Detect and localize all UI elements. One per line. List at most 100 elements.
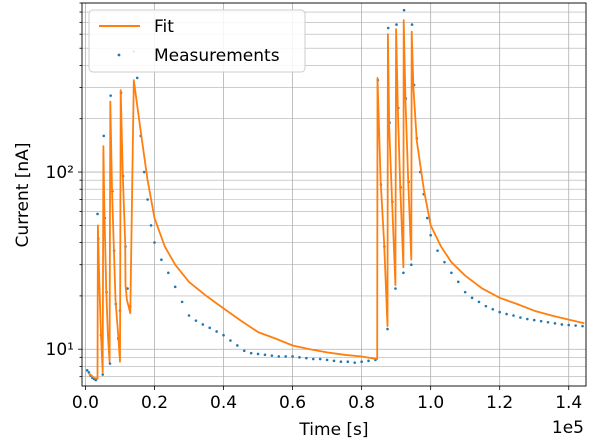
measurement-point	[256, 352, 260, 356]
measurement-point	[532, 318, 536, 322]
measurement-point	[108, 362, 112, 365]
measurement-point	[85, 369, 89, 372]
measurement-point	[325, 358, 329, 362]
measurement-point	[135, 76, 139, 80]
x-tick-label: 0.4	[210, 393, 237, 413]
measurement-point	[208, 326, 212, 330]
measurement-point	[443, 260, 446, 264]
measurement-point	[526, 317, 529, 321]
x-tick-label: 1.0	[417, 393, 444, 413]
y-tick-label: 10¹	[46, 340, 74, 360]
measurement-point	[402, 8, 406, 12]
x-axis-offset-label: 1e5	[552, 418, 584, 438]
x-tick-label: 0.8	[348, 393, 375, 413]
measurement-point	[553, 322, 557, 325]
x-axis: 0.0 0.2 0.4 0.6 0.8 1.0 1.2 1.4	[72, 386, 582, 413]
measurement-point	[142, 170, 146, 174]
measurement-point	[410, 263, 413, 266]
measurement-point	[173, 285, 177, 289]
measurement-point	[512, 314, 515, 317]
measurement-point	[402, 271, 405, 275]
measurement-point	[291, 355, 294, 358]
measurement-point	[498, 310, 501, 314]
measurement-point	[470, 296, 474, 300]
x-axis-label: Time [s]	[298, 420, 368, 440]
plot-area	[85, 8, 585, 382]
measurement-point	[96, 212, 99, 216]
measurement-point	[367, 359, 370, 363]
measurement-point	[153, 241, 156, 244]
measurement-point	[484, 304, 488, 308]
measurement-point	[360, 360, 363, 364]
legend: Fit Measurements	[88, 9, 306, 73]
measurement-point	[539, 319, 543, 323]
measurement-point	[242, 349, 246, 353]
measurement-point	[277, 355, 281, 358]
measurement-point	[249, 351, 253, 355]
measurement-point	[146, 198, 149, 201]
measurement-point	[270, 354, 274, 357]
measurement-point	[222, 333, 225, 337]
measurement-point	[353, 361, 357, 364]
measurement-point	[160, 258, 163, 262]
y-axis-label: Current [nA]	[13, 143, 33, 248]
measurement-point	[236, 344, 239, 347]
measurement-point	[505, 312, 508, 316]
x-tick-label: 1.4	[555, 393, 582, 413]
measurement-point	[574, 324, 577, 327]
measurement-point	[305, 356, 308, 360]
measurement-point	[581, 324, 584, 328]
measurement-point	[386, 26, 390, 30]
measurement-point	[450, 271, 453, 275]
measurement-point	[263, 353, 267, 357]
plot-frame	[81, 2, 587, 387]
legend-measurements-swatch	[117, 53, 121, 57]
measurement-point	[429, 233, 432, 237]
measurement-point	[311, 357, 315, 361]
measurement-point	[109, 94, 112, 97]
measurement-point	[456, 280, 460, 284]
measurement-point	[395, 23, 398, 26]
y-axis: 10¹ 10²	[46, 2, 82, 378]
measurement-point	[215, 330, 218, 333]
measurement-point	[436, 249, 439, 252]
measurement-point	[194, 319, 198, 322]
measurement-point	[477, 300, 481, 304]
measurement-point	[463, 290, 467, 294]
measurement-point	[394, 287, 397, 290]
measurement-point	[102, 134, 106, 138]
x-tick-label: 1.2	[486, 393, 513, 413]
x-tick-label: 0.2	[141, 393, 168, 413]
measurement-point	[318, 357, 322, 361]
measurement-point	[386, 327, 389, 331]
measurement-point	[167, 271, 170, 275]
measurement-point	[546, 320, 550, 324]
legend-box	[88, 9, 306, 73]
measurement-point	[519, 316, 522, 319]
measurement-point	[298, 356, 301, 359]
measurement-point	[425, 216, 429, 220]
x-tick-label: 0.0	[72, 393, 99, 413]
measurement-point	[201, 323, 205, 326]
measurement-point	[229, 339, 232, 342]
x-tick-label: 0.6	[279, 393, 306, 413]
measurement-point	[410, 23, 414, 26]
measurement-point	[332, 359, 336, 363]
measurement-point	[567, 323, 571, 327]
measurement-point	[346, 360, 350, 364]
measurement-point	[180, 300, 184, 304]
measurement-point	[339, 360, 343, 364]
fit-line	[88, 19, 585, 380]
measurement-point	[284, 355, 287, 358]
measurement-point	[187, 314, 191, 317]
measurement-point	[126, 287, 129, 290]
measurement-point	[101, 373, 105, 376]
y-tick-label: 10²	[46, 163, 74, 183]
measurement-point	[560, 323, 564, 326]
legend-measurements-label: Measurements	[154, 46, 280, 66]
legend-fit-label: Fit	[154, 17, 174, 37]
measurement-point	[149, 224, 153, 227]
measurement-point	[491, 308, 495, 311]
